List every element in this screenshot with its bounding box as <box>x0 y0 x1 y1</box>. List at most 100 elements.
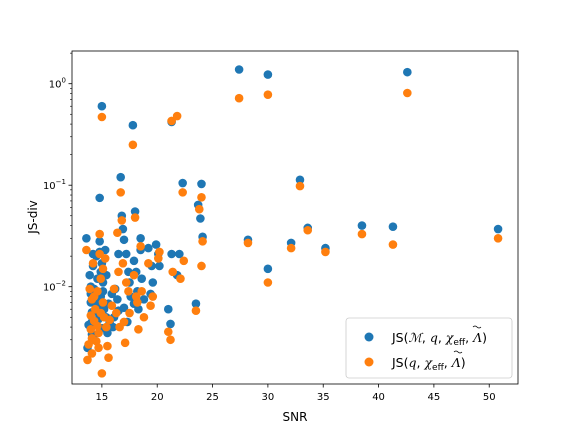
data-point <box>146 301 155 310</box>
data-point <box>295 175 305 185</box>
data-point <box>234 65 244 74</box>
data-point <box>83 355 92 365</box>
data-point <box>93 321 102 331</box>
data-point <box>109 284 119 294</box>
data-point <box>144 259 153 268</box>
data-point <box>197 179 206 189</box>
data-point <box>129 256 139 266</box>
data-point <box>197 193 206 202</box>
data-point <box>263 278 273 287</box>
tilde-mark-1 <box>472 325 482 329</box>
data-point <box>154 254 163 263</box>
data-point <box>403 88 412 98</box>
data-point <box>263 90 273 99</box>
data-point <box>96 274 106 283</box>
x-tick-label: 45 <box>428 392 441 403</box>
data-point <box>94 328 103 338</box>
data-point <box>175 249 184 259</box>
data-point <box>103 341 112 351</box>
data-point <box>137 287 147 296</box>
data-point <box>116 172 125 182</box>
data-point <box>119 303 129 313</box>
data-point <box>176 274 185 283</box>
data-point <box>167 249 176 259</box>
data-point <box>493 224 503 234</box>
data-point <box>388 240 398 249</box>
x-tick-label: 20 <box>151 392 164 403</box>
data-point <box>357 229 367 239</box>
x-tick-label: 35 <box>317 392 330 403</box>
x-axis: 15 20 25 30 35 40 45 50 <box>96 384 496 403</box>
data-point <box>151 240 161 249</box>
data-point <box>97 101 107 111</box>
data-point <box>172 111 182 121</box>
x-tick-label: 50 <box>483 392 496 403</box>
data-point <box>136 233 145 243</box>
data-point <box>168 267 178 277</box>
data-point <box>263 264 273 274</box>
points-layer <box>82 65 503 378</box>
data-point <box>94 343 103 353</box>
data-point <box>493 233 503 243</box>
tilde-mark-2 <box>453 350 463 354</box>
data-point <box>148 292 158 301</box>
data-point <box>178 178 187 188</box>
x-axis-label: SNR <box>283 410 308 424</box>
data-point <box>116 188 125 197</box>
data-point <box>139 295 149 304</box>
data-point <box>139 312 149 322</box>
x-tick-label: 40 <box>372 392 385 403</box>
data-point <box>82 245 91 255</box>
data-point <box>128 140 138 150</box>
x-tick-label: 25 <box>206 392 219 403</box>
data-point <box>125 308 134 318</box>
data-point <box>97 369 107 378</box>
y-axis: 10−2 10−1 100 <box>43 52 72 358</box>
data-point <box>87 349 97 358</box>
data-point <box>121 278 131 287</box>
data-point <box>113 228 122 238</box>
data-point <box>114 249 123 259</box>
data-point <box>100 254 110 263</box>
data-point <box>107 301 117 310</box>
data-point <box>129 270 139 280</box>
data-point <box>134 325 143 334</box>
data-point <box>179 256 189 266</box>
legend-marker-series-2 <box>364 357 374 367</box>
legend-label-series-1: JS(ℳ, q, χeff, Λ) <box>391 330 487 348</box>
y-axis-label: JS-div <box>26 200 40 235</box>
data-point <box>286 243 296 253</box>
data-point <box>137 274 147 283</box>
data-point <box>191 306 201 316</box>
data-point <box>388 222 398 232</box>
data-point <box>155 247 164 257</box>
data-point <box>133 298 142 307</box>
data-point <box>166 319 175 329</box>
data-point <box>95 237 104 246</box>
data-point <box>98 298 108 307</box>
data-point <box>163 304 173 314</box>
series-2-points <box>82 88 503 378</box>
data-point <box>117 216 127 225</box>
data-point <box>86 325 96 334</box>
data-point <box>197 261 206 271</box>
legend: JS(ℳ, q, χeff, Λ) JS(q, χeff, Λ) <box>345 317 513 379</box>
data-point <box>357 221 367 230</box>
data-point <box>113 295 122 304</box>
data-point <box>114 267 123 277</box>
data-point <box>85 284 95 294</box>
data-point <box>111 308 121 318</box>
data-point <box>167 116 176 126</box>
data-point <box>148 278 158 287</box>
data-point <box>234 93 244 103</box>
data-point <box>295 181 305 191</box>
data-point <box>105 315 114 325</box>
data-point <box>263 70 273 79</box>
data-point <box>102 322 111 332</box>
data-point <box>104 353 113 362</box>
data-point <box>163 327 173 337</box>
legend-label-series-2: JS(q, χeff, Λ) <box>391 355 466 373</box>
y-tick-label: 100 <box>49 77 66 91</box>
data-point <box>119 317 129 327</box>
